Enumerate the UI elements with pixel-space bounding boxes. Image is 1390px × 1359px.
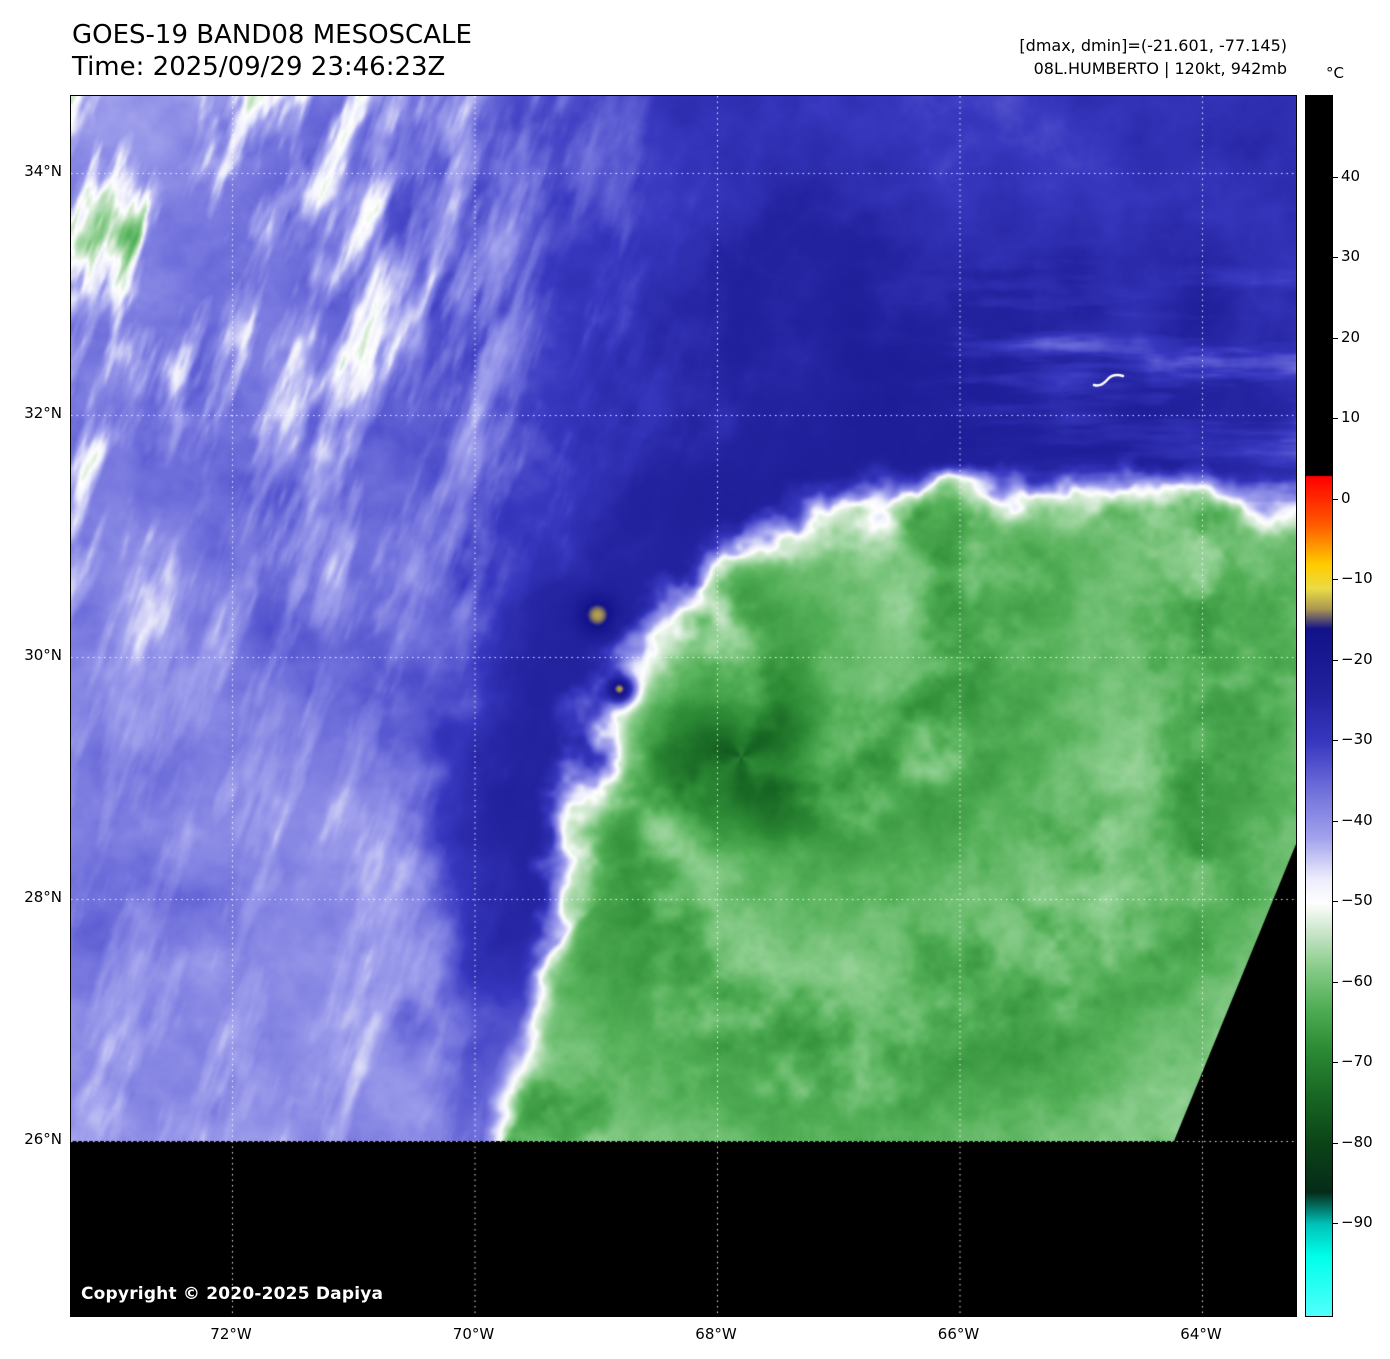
colorbar-tick-mark bbox=[1333, 257, 1338, 259]
colorbar bbox=[1305, 95, 1333, 1317]
colorbar-tick-mark bbox=[1333, 579, 1338, 581]
satellite-image bbox=[71, 96, 1296, 1316]
colorbar-tick-label: −70 bbox=[1341, 1052, 1373, 1071]
colorbar-tick-mark bbox=[1333, 1142, 1338, 1144]
lon-tick-label: 68°W bbox=[695, 1325, 737, 1343]
colorbar-tick-label: −50 bbox=[1341, 891, 1373, 910]
colorbar-tick-mark bbox=[1333, 659, 1338, 661]
colorbar-tick-mark bbox=[1333, 820, 1338, 822]
dmax-dmin-readout: [dmax, dmin]=(-21.601, -77.145) bbox=[1019, 36, 1287, 55]
colorbar-tick-label: −20 bbox=[1341, 649, 1373, 668]
colorbar-tick-label: 0 bbox=[1341, 488, 1351, 507]
colorbar-tick-mark bbox=[1333, 418, 1338, 420]
colorbar-unit-label: °C bbox=[1326, 64, 1344, 82]
colorbar-tick-mark bbox=[1333, 498, 1338, 500]
colorbar-tick-label: 20 bbox=[1341, 327, 1361, 346]
colorbar-tick-label: −60 bbox=[1341, 971, 1373, 990]
colorbar-tick-mark bbox=[1333, 740, 1338, 742]
lon-tick-label: 70°W bbox=[452, 1325, 495, 1343]
colorbar-tick-mark bbox=[1333, 1062, 1338, 1064]
colorbar-tick-label: −80 bbox=[1341, 1132, 1373, 1151]
lon-tick-label: 72°W bbox=[210, 1325, 252, 1343]
page-title: GOES-19 BAND08 MESOSCALE bbox=[72, 20, 472, 50]
colorbar-tick-mark bbox=[1333, 177, 1338, 178]
copyright-watermark: Copyright © 2020-2025 Dapiya bbox=[81, 1284, 384, 1304]
lat-tick-label: 32°N bbox=[24, 404, 62, 422]
storm-info: 08L.HUMBERTO | 120kt, 942mb bbox=[1033, 59, 1287, 78]
timestamp: Time: 2025/09/29 23:46:23Z bbox=[72, 52, 446, 82]
satellite-map-plot: Copyright © 2020-2025 Dapiya bbox=[70, 95, 1297, 1317]
lat-tick-label: 28°N bbox=[24, 888, 62, 906]
colorbar-tick-mark bbox=[1333, 981, 1338, 983]
colorbar-tick-mark bbox=[1333, 337, 1338, 339]
colorbar-gradient bbox=[1306, 96, 1332, 1316]
lat-tick-label: 30°N bbox=[24, 646, 62, 664]
colorbar-tick-label: 40 bbox=[1341, 167, 1361, 185]
colorbar-tick-label: −40 bbox=[1341, 810, 1373, 829]
lat-tick-label: 34°N bbox=[24, 162, 62, 180]
lon-tick-label: 64°W bbox=[1180, 1325, 1222, 1343]
colorbar-tick-mark bbox=[1333, 1222, 1338, 1224]
colorbar-tick-mark bbox=[1333, 901, 1338, 903]
colorbar-tick-label: −10 bbox=[1341, 569, 1373, 588]
lon-tick-label: 66°W bbox=[937, 1325, 980, 1343]
colorbar-tick-label: 30 bbox=[1341, 247, 1361, 266]
colorbar-tick-label: −90 bbox=[1341, 1212, 1373, 1231]
colorbar-tick-label: 10 bbox=[1341, 408, 1361, 427]
lat-tick-label: 26°N bbox=[24, 1130, 62, 1148]
colorbar-tick-label: −30 bbox=[1341, 730, 1373, 749]
